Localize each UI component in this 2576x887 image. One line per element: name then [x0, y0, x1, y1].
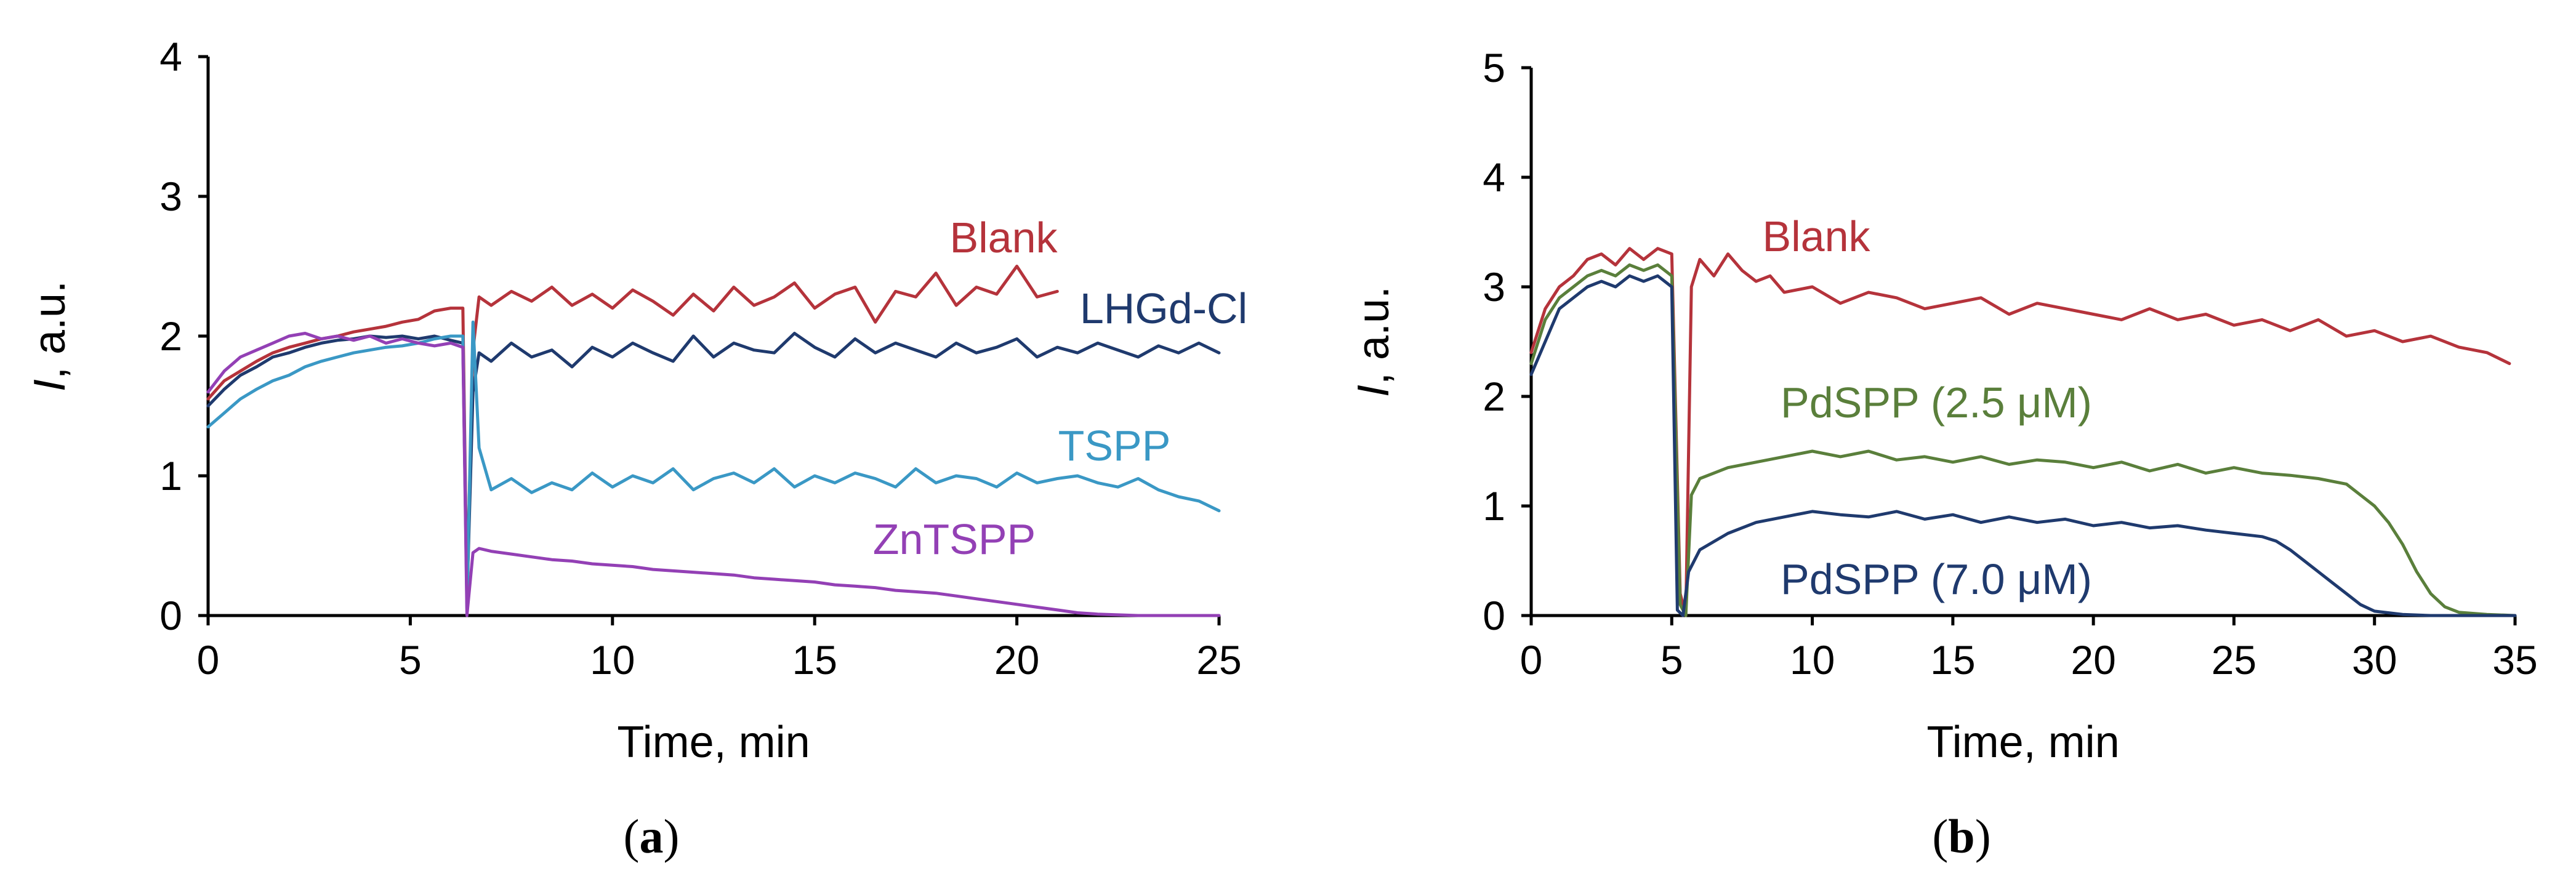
panel-label-b-letter: b [1948, 809, 1974, 863]
chart-a-x-tick-label: 0 [197, 637, 220, 683]
chart-b-y-axis-title-rest: , a.u. [1349, 286, 1398, 385]
panel-label-b: (b) [1932, 809, 1990, 863]
panel-label-a-open: ( [624, 809, 640, 863]
chart-b-y-tick-label: 2 [1483, 374, 1505, 419]
chart-b-x-tick-label: 20 [2071, 637, 2115, 683]
chart-b-y-tick-label: 5 [1483, 45, 1505, 90]
chart-a-x-tick-label: 5 [399, 637, 422, 683]
panel-label-b-close: ) [1975, 809, 1991, 863]
chart-a-x-axis-title: Time, min [617, 718, 810, 767]
chart-a-y-tick-label: 2 [159, 313, 182, 359]
chart-b-x-tick-label: 0 [1520, 637, 1543, 683]
chart-a-series-label-blank: Blank [949, 214, 1058, 262]
chart-b-x-axis-title: Time, min [1926, 718, 2119, 767]
panel-label-a-close: ) [664, 809, 680, 863]
chart-a-x-tick-label: 25 [1196, 637, 1241, 683]
chart-b-y-axis-title-italic: I [1349, 385, 1398, 397]
chart-b-x-tick-label: 30 [2352, 637, 2397, 683]
chart-a-series-label-zntspp: ZnTSPP [873, 515, 1036, 563]
chart-b-series-label-blank: Blank [1762, 212, 1870, 260]
panel-label-a-letter: a [640, 809, 664, 863]
chart-a-y-tick-label: 1 [159, 453, 182, 499]
chart-a-series-label-lhgd-cl: LHGd-Cl [1080, 284, 1247, 332]
chart-b-y-tick-label: 1 [1483, 483, 1505, 529]
panel-label-b-open: ( [1932, 809, 1948, 863]
chart-b-series-line-blank [1529, 247, 2511, 617]
chart-a-x-tick-label: 20 [994, 637, 1039, 683]
chart-a-y-axis-title-rest: , a.u. [25, 281, 74, 379]
chart-a-y-tick-label: 3 [159, 174, 182, 219]
chart-b-x-tick-label: 5 [1660, 637, 1683, 683]
chart-b-series-group [1529, 247, 2517, 617]
panel-label-a: (a) [624, 809, 680, 863]
chart-b-x-tick-label: 35 [2492, 637, 2537, 683]
chart-a-series-group [206, 265, 1221, 617]
chart-b-series-label-pdspp-70: PdSPP (7.0 μM) [1781, 555, 2092, 603]
chart-b-series-line-pdspp-2-5-m [1529, 263, 2517, 617]
chart-b-y-axis-title: I, a.u. [1349, 286, 1398, 397]
chart-b-x-tick-label: 25 [2212, 637, 2256, 683]
chart-a-y-ticks: 0 1 2 3 4 [159, 34, 208, 638]
chart-b-x-tick-label: 15 [1930, 637, 1975, 683]
chart-a-y-axis-title-italic: I [25, 379, 74, 391]
chart-b-y-ticks: 0 1 2 3 4 5 [1483, 45, 1531, 638]
chart-a-series-label-tspp: TSPP [1058, 422, 1171, 470]
chart-b-series-line-pdspp-7-0-m [1529, 274, 2517, 617]
chart-a-y-tick-label: 0 [159, 593, 182, 638]
chart-b-y-tick-label: 3 [1483, 264, 1505, 310]
chart-a-y-tick-label: 4 [159, 34, 182, 79]
chart-panel-a: 0 5 10 15 20 25 0 1 2 3 4 Time, min I, a.u. Blank… [25, 34, 1247, 863]
chart-a-x-tick-label: 10 [590, 637, 635, 683]
chart-a-y-axis-title: I, a.u. [25, 281, 74, 391]
chart-b-x-tick-label: 10 [1790, 637, 1835, 683]
chart-a-x-ticks: 0 5 10 15 20 25 [197, 616, 1242, 683]
chart-b-y-tick-label: 0 [1483, 593, 1505, 638]
chart-a-series-line-zntspp [206, 332, 1221, 617]
chart-b-x-ticks: 0 5 10 15 20 25 30 35 [1520, 616, 2538, 683]
chart-a-series-line-tspp [206, 320, 1221, 611]
chart-b-series-label-pdspp-25: PdSPP (2.5 μM) [1781, 379, 2092, 427]
chart-b-y-tick-label: 4 [1483, 155, 1505, 200]
chart-a-x-tick-label: 15 [792, 637, 837, 683]
